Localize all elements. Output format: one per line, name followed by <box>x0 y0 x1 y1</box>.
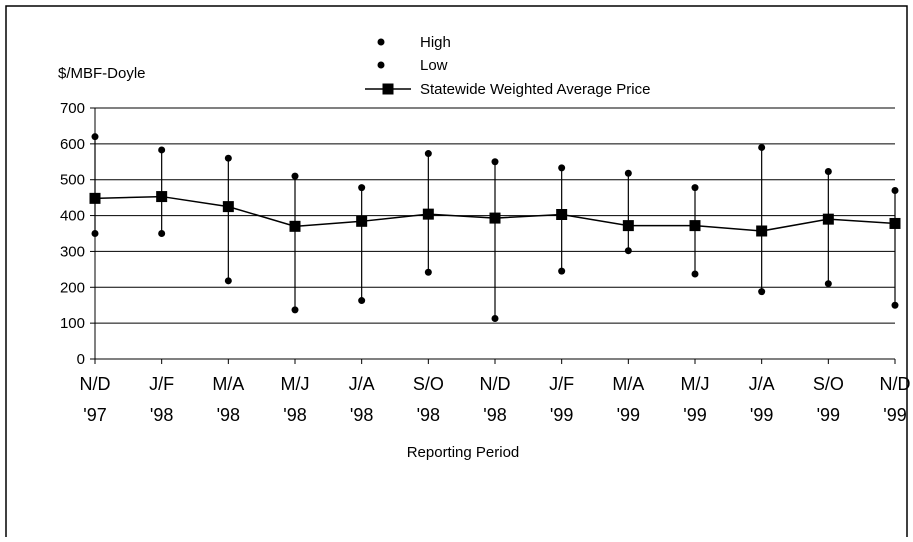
outer-border <box>5 5 908 542</box>
high-point-0 <box>91 133 99 141</box>
high-point-4 <box>358 184 366 192</box>
legend: High Low Statewide Weighted Average Price <box>365 34 650 98</box>
low-point-11 <box>824 280 832 288</box>
low-point-2 <box>224 277 232 285</box>
x-tick-label-top-9: M/J <box>681 374 710 394</box>
average-point-5 <box>422 208 434 220</box>
low-point-12 <box>891 301 899 309</box>
x-tick-label-top-11: S/O <box>813 374 844 394</box>
legend-low-label: Low <box>420 57 448 74</box>
y-tick-label-500: 500 <box>60 172 85 189</box>
y-tick-label-700: 700 <box>60 100 85 117</box>
high-point-7 <box>558 164 566 172</box>
high-point-12 <box>891 186 899 194</box>
high-point-6 <box>491 158 499 166</box>
high-point-5 <box>424 150 432 158</box>
low-point-6 <box>491 314 499 322</box>
x-tick-label-top-4: J/A <box>349 374 375 394</box>
x-tick-label-bottom-5: '98 <box>417 405 440 425</box>
x-axis-label: Reporting Period <box>407 444 520 461</box>
high-point-11 <box>824 167 832 175</box>
y-axis-label: $/MBF-Doyle <box>58 65 146 82</box>
x-tick-label-top-7: J/F <box>549 374 574 394</box>
average-point-0 <box>89 192 101 204</box>
average-point-1 <box>156 191 168 203</box>
x-tick-label-bottom-9: '99 <box>683 405 706 425</box>
low-point-3 <box>291 306 299 314</box>
x-tick-label-bottom-2: '98 <box>217 405 240 425</box>
x-tick-label-top-10: J/A <box>749 374 775 394</box>
x-tick-label-bottom-7: '99 <box>550 405 573 425</box>
average-point-7 <box>556 208 568 220</box>
high-point-9 <box>691 184 699 192</box>
x-tick-label-bottom-12: '99 <box>883 405 906 425</box>
high-point-1 <box>158 146 166 154</box>
high-point-8 <box>624 169 632 177</box>
legend-high-marker <box>377 38 385 46</box>
high-low-range-lines <box>94 136 896 319</box>
y-tick-label-100: 100 <box>60 315 85 332</box>
x-tick-label-top-3: M/J <box>281 374 310 394</box>
x-tick-label-bottom-11: '99 <box>817 405 840 425</box>
y-tick-label-0: 0 <box>77 351 85 368</box>
legend-average-label: Statewide Weighted Average Price <box>420 81 650 98</box>
average-point-11 <box>822 213 834 225</box>
legend-high-label: High <box>420 34 451 51</box>
legend-average-marker <box>382 83 394 95</box>
low-point-10 <box>758 288 766 296</box>
average-point-12 <box>889 217 901 229</box>
high-point-2 <box>224 154 232 162</box>
average-point-6 <box>489 212 501 224</box>
low-point-7 <box>558 267 566 275</box>
x-tick-label-bottom-6: '98 <box>483 405 506 425</box>
x-tick-label-bottom-3: '98 <box>283 405 306 425</box>
x-tick-label-bottom-10: '99 <box>750 405 773 425</box>
x-tick-label-bottom-0: '97 <box>83 405 106 425</box>
average-point-9 <box>689 220 701 232</box>
axis-labels: $/MBF-Doyle Reporting Period 0 100 200 300 4… <box>58 65 911 461</box>
y-tick-label-300: 300 <box>60 243 85 260</box>
y-tick-label-200: 200 <box>60 279 85 296</box>
y-tick-label-400: 400 <box>60 208 85 225</box>
low-point-5 <box>424 268 432 276</box>
low-point-0 <box>91 230 99 237</box>
x-tick-label-bottom-4: '98 <box>350 405 373 425</box>
legend-low-marker <box>377 61 385 69</box>
low-point-4 <box>358 297 366 305</box>
series-marks <box>89 133 901 322</box>
x-tick-label-top-1: J/F <box>149 374 174 394</box>
x-tick-label-top-2: M/A <box>212 374 244 394</box>
low-point-8 <box>624 247 632 255</box>
average-point-2 <box>222 201 234 213</box>
x-tick-label-top-0: N/D <box>80 374 111 394</box>
y-tick-label-600: 600 <box>60 136 85 153</box>
x-tick-label-bottom-8: '99 <box>617 405 640 425</box>
average-point-10 <box>756 225 768 237</box>
average-point-3 <box>289 220 301 232</box>
average-point-4 <box>356 215 368 227</box>
x-tick-label-top-5: S/O <box>413 374 444 394</box>
x-tick-label-top-8: M/A <box>612 374 644 394</box>
x-tick-label-top-6: N/D <box>480 374 511 394</box>
low-point-9 <box>691 270 699 278</box>
high-point-3 <box>291 172 299 180</box>
average-point-8 <box>622 220 634 232</box>
x-tick-label-bottom-1: '98 <box>150 405 173 425</box>
high-point-10 <box>758 143 766 151</box>
x-tick-label-top-12: N/D <box>880 374 911 394</box>
low-point-1 <box>158 230 166 237</box>
